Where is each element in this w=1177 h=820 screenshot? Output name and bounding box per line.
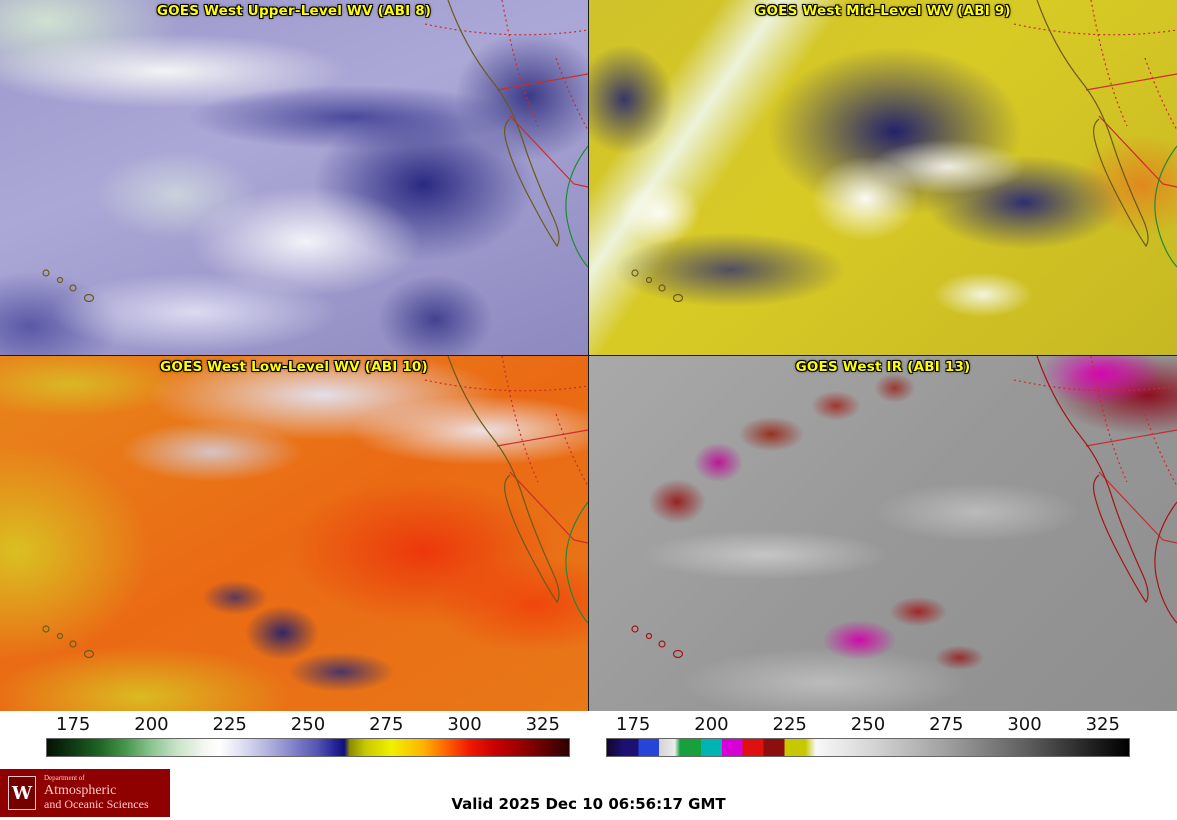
uw-crest-icon: W	[8, 776, 36, 810]
tick-label: 275	[369, 714, 404, 735]
wv-colorbar	[46, 738, 570, 757]
tick-label: 300	[1007, 714, 1042, 735]
ir-colorbar	[606, 738, 1130, 757]
satellite-imagery-mid-wv	[589, 0, 1177, 355]
valid-timestamp: Valid 2025 Dec 10 06:56:17 GMT	[451, 795, 726, 813]
colorbar-scales: 175 200 225 250 275 300 325 175 200 225 …	[0, 714, 1177, 757]
panel-ir: GOES West IR (ABI 13)	[589, 356, 1177, 711]
tick-label: 250	[850, 714, 886, 735]
satellite-imagery-upper-wv	[0, 0, 588, 355]
logo-dept-line: Department of	[44, 773, 85, 782]
tick-label: 225	[772, 714, 807, 735]
quad-panel-grid: GOES West Upper-Level WV (ABI 8) GOES We…	[0, 0, 1177, 711]
panel-mid-level-wv: GOES West Mid-Level WV (ABI 9)	[589, 0, 1177, 355]
logo-text: Department of Atmospheric and Oceanic Sc…	[44, 773, 149, 811]
logo-title-line: Atmospheric	[44, 782, 117, 798]
uw-aos-logo: W Department of Atmospheric and Oceanic …	[0, 769, 170, 817]
tick-label: 275	[929, 714, 964, 735]
panel-title-low-wv: GOES West Low-Level WV (ABI 10)	[160, 359, 428, 375]
tick-label: 200	[694, 714, 729, 735]
tick-label: 200	[134, 714, 169, 735]
wv-tick-labels: 175 200 225 250 275 300 325	[46, 714, 570, 735]
crest-letter: W	[11, 782, 33, 804]
tick-label: 250	[290, 714, 326, 735]
tick-label: 300	[447, 714, 482, 735]
satellite-imagery-low-wv	[0, 356, 588, 711]
tick-label: 175	[56, 714, 91, 735]
panel-upper-level-wv: GOES West Upper-Level WV (ABI 8)	[0, 0, 588, 355]
tick-label: 325	[525, 714, 560, 735]
panel-title-mid-wv: GOES West Mid-Level WV (ABI 9)	[755, 3, 1011, 19]
panel-title-upper-wv: GOES West Upper-Level WV (ABI 8)	[156, 3, 432, 19]
tick-label: 325	[1085, 714, 1120, 735]
wv-colorbar-scale: 175 200 225 250 275 300 325	[0, 714, 588, 757]
tick-label: 225	[212, 714, 247, 735]
ir-colorbar-scale: 175 200 225 250 275 300 325	[588, 714, 1176, 757]
satellite-imagery-ir	[589, 356, 1177, 711]
tick-label: 175	[616, 714, 651, 735]
logo-subtitle-line: and Oceanic Sciences	[44, 796, 149, 811]
panel-low-level-wv: GOES West Low-Level WV (ABI 10)	[0, 356, 588, 711]
footer: W Department of Atmospheric and Oceanic …	[0, 764, 1177, 820]
panel-title-ir: GOES West IR (ABI 13)	[795, 359, 971, 375]
ir-tick-labels: 175 200 225 250 275 300 325	[606, 714, 1130, 735]
